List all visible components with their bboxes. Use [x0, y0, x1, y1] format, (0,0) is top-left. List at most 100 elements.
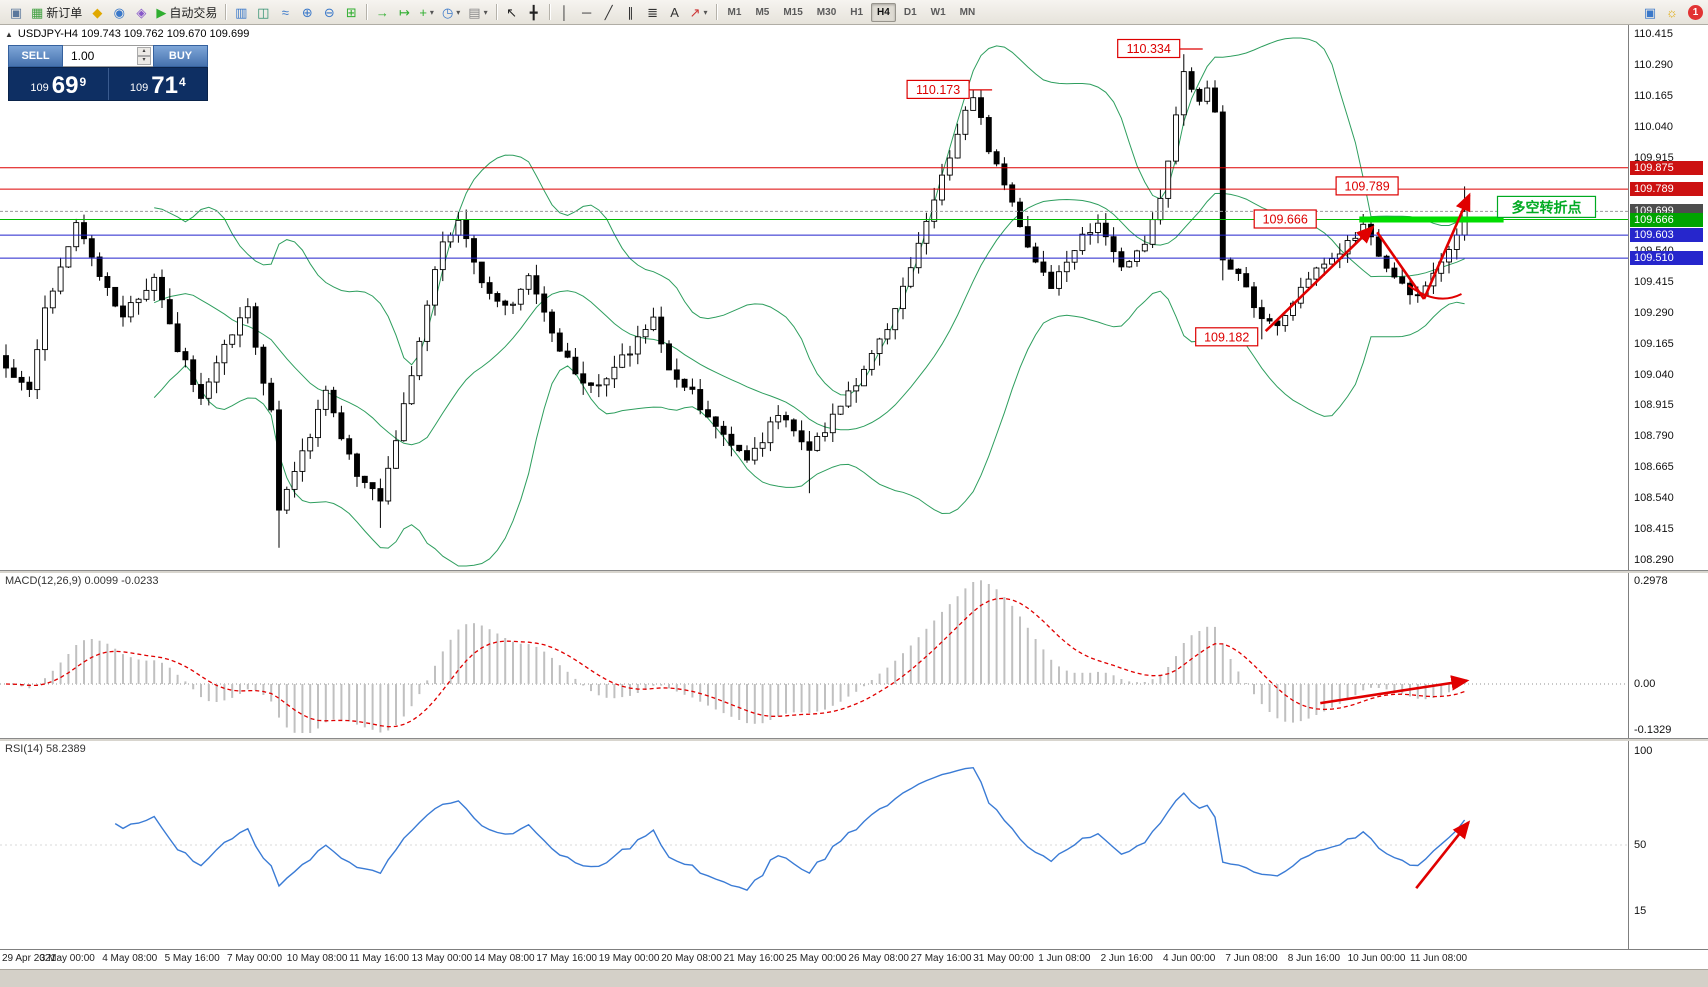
community-icon[interactable]: ◉	[108, 2, 130, 22]
panel-separator[interactable]	[0, 570, 1708, 573]
fibonacci-icon[interactable]: ≣	[642, 2, 664, 22]
price-level-badge[interactable]: 109.789	[1630, 182, 1703, 197]
volume-decrease-button[interactable]: ▾	[137, 56, 151, 65]
timeframe-toolbar: M1 M5 M15 M30 H1 H4 D1 W1 MN	[721, 2, 983, 22]
rsi-chart[interactable]	[0, 741, 1628, 949]
line-chart-icon: ≈	[281, 4, 289, 20]
chart-window-icon[interactable]: ▣	[5, 2, 27, 22]
time-label: 21 May 16:00	[723, 953, 785, 964]
time-label: 4 May 08:00	[102, 953, 158, 964]
time-label: 4 Jun 00:00	[1163, 953, 1216, 964]
volume-increase-button[interactable]: ▴	[137, 47, 151, 56]
macd-plot: MACD(12,26,9) 0.0099 -0.0233	[0, 573, 1628, 738]
macd-scale: 0.2978 0.00 -0.1329	[1628, 573, 1708, 738]
autotrade-button[interactable]: ▶ 自动交易	[152, 2, 221, 22]
crosshair-icon: ╋	[529, 4, 538, 20]
periods-icon[interactable]: ◷ ▾	[438, 2, 464, 22]
timeframe-m1[interactable]: M1	[727, 6, 742, 18]
buy-big-figure: 109	[129, 82, 149, 94]
channel-icon: ∥	[627, 4, 634, 20]
zoom-in-icon: ⊕	[301, 4, 313, 20]
price-tick: 108.915	[1634, 399, 1674, 412]
crosshair-icon[interactable]: ╋	[523, 2, 545, 22]
mql5-icon[interactable]: ◆	[86, 2, 108, 22]
macd-scale-label: 0.2978	[1634, 575, 1668, 587]
candlestick-icon[interactable]: ◫	[252, 2, 274, 22]
templates-icon[interactable]: ▤ ▾	[464, 2, 491, 22]
auto-scroll-icon[interactable]: →	[371, 2, 393, 22]
svg-text:109.666: 109.666	[1263, 213, 1308, 227]
price-tick: 108.415	[1634, 523, 1674, 536]
timeframe-w1[interactable]: W1	[930, 6, 946, 18]
rsi-label: RSI(14) 58.2389	[5, 743, 86, 755]
bar-chart-icon[interactable]: ▥	[230, 2, 252, 22]
time-label: 17 May 16:00	[536, 953, 597, 964]
text-icon[interactable]: A	[664, 2, 686, 22]
time-label: 25 May 00:00	[786, 953, 847, 964]
price-tick: 109.040	[1634, 368, 1674, 381]
trendline-icon[interactable]: ╱	[598, 2, 620, 22]
mql5-icon: ◆	[92, 4, 103, 20]
chart-shift-icon[interactable]: ↦	[393, 2, 415, 22]
trendline-icon: ╱	[604, 4, 613, 20]
horizontal-line-icon[interactable]: ─	[576, 2, 598, 22]
time-label: 11 May 16:00	[349, 953, 410, 964]
arrows-tool-icon: ↗	[689, 4, 701, 20]
timeframe-m30[interactable]: M30	[816, 6, 837, 18]
rsi-scale-label: 100	[1634, 745, 1653, 757]
price-tick: 109.290	[1634, 306, 1674, 319]
time-axis[interactable]: 29 Apr 2021 3 May 00:00 4 May 08:00 5 May 1…	[0, 949, 1708, 969]
time-label: 5 May 16:00	[164, 953, 220, 964]
panel-separator[interactable]	[0, 738, 1708, 741]
vertical-line-icon: │	[560, 4, 569, 20]
price-scale[interactable]: 108.290 108.415 108.540 108.665 108.790 108.9…	[1628, 25, 1708, 570]
dropdown-caret-icon: ▾	[456, 7, 461, 17]
macd-chart[interactable]	[0, 573, 1628, 738]
buy-button[interactable]: BUY	[153, 45, 208, 67]
price-level-badge[interactable]: 109.666	[1630, 212, 1703, 227]
new-order-button[interactable]: ▦ 新订单	[27, 2, 86, 22]
sell-button[interactable]: SELL	[8, 45, 63, 67]
channel-icon[interactable]: ∥	[620, 2, 642, 22]
bottom-strip	[0, 969, 1708, 987]
buy-price-display[interactable]: 109 71 4	[109, 68, 208, 100]
candlestick-icon: ◫	[257, 4, 270, 20]
price-level-badge[interactable]: 109.875	[1630, 160, 1703, 175]
sell-pipette: 9	[79, 75, 87, 89]
timeframe-h4[interactable]: H4	[871, 2, 896, 22]
indicators-icon[interactable]: + ▾	[415, 2, 438, 22]
svg-text:109.182: 109.182	[1204, 330, 1249, 344]
line-chart-icon[interactable]: ≈	[274, 2, 296, 22]
timeframe-d1[interactable]: D1	[903, 6, 917, 18]
zoom-out-icon[interactable]: ⊖	[318, 2, 340, 22]
volume-input[interactable]: 1.00 ▴ ▾	[63, 45, 153, 67]
timeframe-m15[interactable]: M15	[783, 6, 803, 18]
zoom-in-icon[interactable]: ⊕	[296, 2, 318, 22]
tile-windows-icon[interactable]: ⊞	[340, 2, 362, 22]
macd-scale-label: 0.00	[1634, 678, 1656, 690]
price-level-badge[interactable]: 109.603	[1630, 228, 1703, 243]
price-panel: 110.334 110.173 109.789 109.666 109.182 多空转折点…	[0, 25, 1708, 570]
collapse-toolbar-icon[interactable]: ▲	[5, 30, 13, 39]
price-level-badge[interactable]: 109.510	[1630, 251, 1703, 266]
sell-big-figure: 109	[30, 82, 49, 94]
sell-price-display[interactable]: 109 69 9	[9, 68, 108, 100]
time-label: 7 May 00:00	[227, 953, 283, 964]
timeframe-h1[interactable]: H1	[850, 6, 864, 18]
favorites-icon[interactable]: ☼	[1661, 2, 1683, 22]
price-tick: 108.790	[1634, 430, 1674, 443]
price-plot: 110.334 110.173 109.789 109.666 109.182 多空转折点…	[0, 25, 1628, 570]
time-label: 11 Jun 08:00	[1410, 953, 1468, 964]
timeframe-mn[interactable]: MN	[959, 6, 976, 18]
notification-badge[interactable]: 1	[1688, 4, 1703, 20]
cursor-icon[interactable]: ↖	[501, 2, 523, 22]
vertical-line-icon[interactable]: │	[554, 2, 576, 22]
window-dock-icon: ▣	[1643, 4, 1657, 20]
window-dock-icon[interactable]: ▣	[1639, 2, 1661, 22]
favorites-icon: ☼	[1666, 4, 1678, 20]
signals-icon[interactable]: ◈	[130, 2, 152, 22]
arrows-tool-icon[interactable]: ↗ ▾	[686, 2, 712, 22]
price-chart[interactable]: 110.334 110.173 109.789 109.666 109.182 多空转折点	[0, 25, 1628, 570]
rsi-panel: RSI(14) 58.2389 100 50 15	[0, 741, 1708, 949]
timeframe-m5[interactable]: M5	[755, 6, 770, 18]
